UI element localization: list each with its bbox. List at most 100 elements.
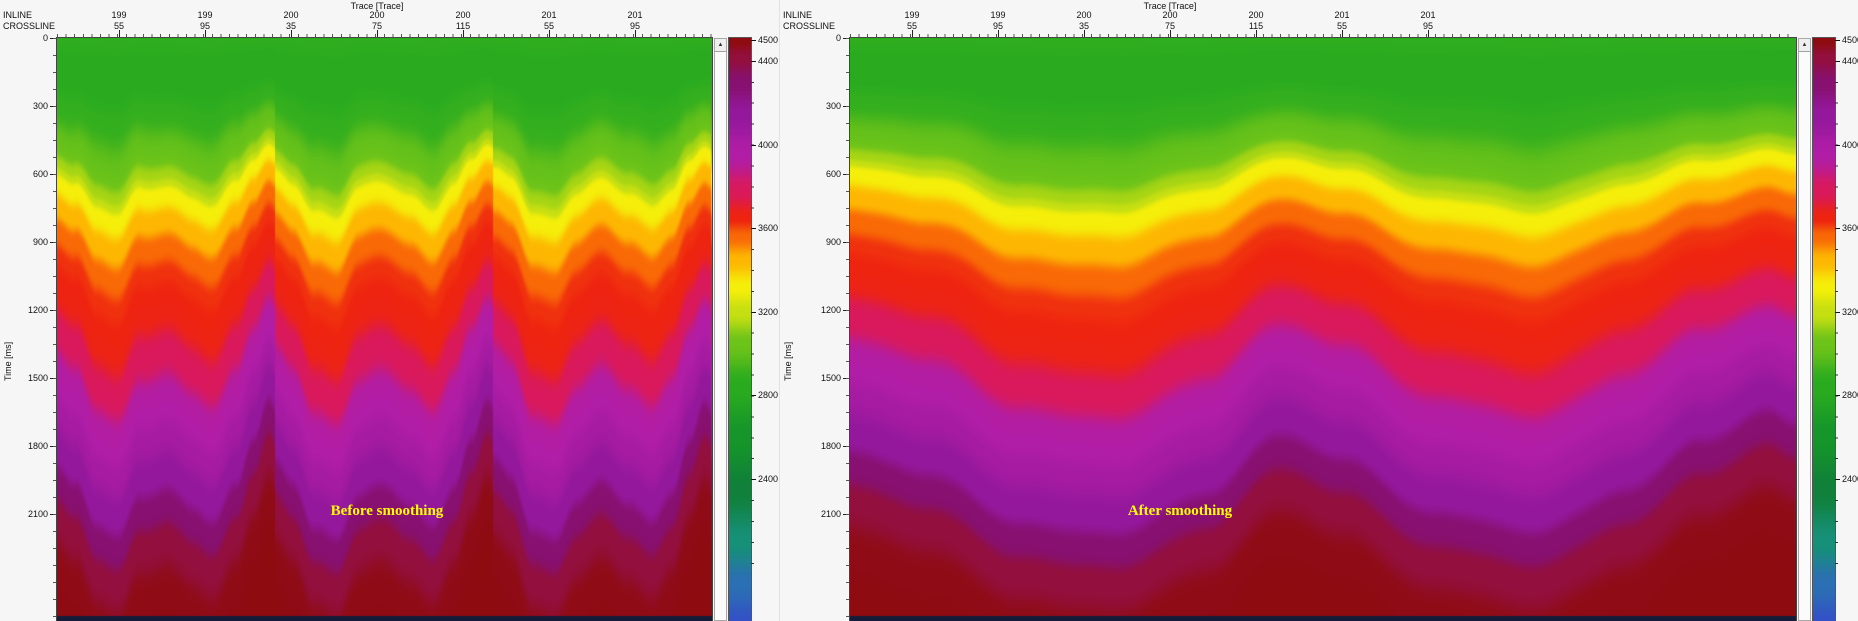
colorbar-tick-label: 4400 (758, 55, 779, 66)
colorbar-major-tick (751, 395, 756, 397)
colorbar-major-tick (751, 311, 756, 313)
colorbar-labels: 4500 4400 4000 3600 3200 2800 2400 (751, 0, 779, 621)
colorbar-major-tick (751, 479, 756, 481)
x-tick-crossline-value: 95 (1422, 21, 1434, 31)
colorbar-tick-label: 2800 (758, 390, 779, 401)
colorbar-tick-label: 3200 (758, 306, 779, 317)
time-axis-label-wrap: Time [ms] (783, 342, 795, 393)
x-tick-crossline-value: 55 (906, 21, 918, 31)
colorbar-major-tick (1835, 60, 1840, 62)
colorbar-tick-label: 4400 (1842, 55, 1858, 66)
x-tick-crossline-value: 55 (543, 21, 555, 31)
y-tick-label: 600 (32, 169, 48, 179)
colorbar-minor-ticks (1835, 40, 1838, 580)
crossline-axis-label: CROSSLINE (783, 21, 836, 31)
y-tick-label: 2100 (820, 509, 841, 519)
x-tick-inline-value: 200 (369, 10, 385, 20)
time-axis-label-wrap: Time [ms] (3, 342, 15, 393)
colorbar-major-tick (1835, 395, 1840, 397)
x-tick-inline-value: 201 (627, 10, 643, 20)
colorbar-major-tick (751, 60, 756, 62)
x-tick-inline-value: 199 (904, 10, 920, 20)
x-minor-ticks (850, 34, 1796, 38)
scroll-up-button[interactable]: ▲ (715, 39, 726, 52)
x-tick-crossline-value: 115 (455, 21, 471, 31)
colorbar-tick-label: 4000 (1842, 139, 1858, 150)
colorbar-major-tick (1835, 311, 1840, 313)
y-minor-ticks (53, 38, 57, 621)
colorbar-tick-label: 3200 (1842, 306, 1858, 317)
x-tick-crossline-value: 75 (371, 21, 383, 31)
y-tick-label: 1800 (27, 441, 48, 451)
colorbar-tick-label: 2400 (758, 474, 779, 485)
x-tick-crossline-value: 35 (285, 21, 297, 31)
y-tick-label: 900 (825, 237, 841, 247)
x-tick-crossline-value: 95 (992, 21, 1004, 31)
y-tick-label: 300 (32, 101, 48, 111)
colorbar-tick-label: 3600 (1842, 223, 1858, 234)
seismic-velocity-section[interactable] (56, 37, 713, 621)
y-tick-label: 0 (42, 33, 48, 43)
y-tick-label: 900 (32, 237, 48, 247)
x-tick-crossline-value: 115 (1248, 21, 1264, 31)
colorbar-major-tick (751, 144, 756, 146)
colorbar-major-tick (1835, 228, 1840, 230)
y-tick-labels: 0 300 600 900 1200 1500 1800 2100 (0, 0, 48, 621)
x-tick-inline-value: 199 (197, 10, 213, 20)
colorbar-tick-label: 4500 (1842, 35, 1858, 45)
y-tick-label: 1200 (820, 305, 841, 315)
colorbar-tick-label: 4000 (758, 139, 779, 150)
colorbar-major-tick (751, 228, 756, 230)
colorbar-major-tick (751, 40, 756, 41)
vertical-scrollbar[interactable]: ▲ (714, 38, 727, 621)
crossline-axis-label: CROSSLINE (3, 21, 56, 31)
time-axis-label: Time [ms] (3, 341, 13, 381)
x-tick-inline-value: 200 (1162, 10, 1178, 20)
colorbar-major-tick (1835, 40, 1840, 41)
x-tick-inline-value: 199 (111, 10, 127, 20)
colorbar-tick-label: 3600 (758, 223, 779, 234)
colorbar-tick-label: 2400 (1842, 474, 1858, 485)
x-tick-inline-value: 200 (1248, 10, 1264, 20)
x-tick-crossline-value: 35 (1078, 21, 1090, 31)
vertical-scrollbar[interactable]: ▲ (1798, 38, 1811, 621)
x-tick-inline-value: 201 (1334, 10, 1350, 20)
seismic-velocity-section[interactable] (849, 37, 1797, 621)
x-tick-labels: 199 55 199 95 200 35 200 75 200 115 201 55 201 95 (850, 0, 1796, 38)
x-tick-crossline-value: 55 (113, 21, 125, 31)
x-tick-inline-value: 200 (283, 10, 299, 20)
y-tick-label: 1500 (820, 373, 841, 383)
y-tick-label: 600 (825, 169, 841, 179)
x-axis-title: Trace [Trace] (350, 1, 404, 11)
y-tick-labels: 0 300 600 900 1200 1500 1800 2100 (780, 0, 841, 621)
section-annotation: After smoothing (1127, 503, 1233, 519)
y-tick-label: 1800 (820, 441, 841, 451)
time-axis-label: Time [ms] (783, 341, 793, 381)
colorbar-minor-ticks (751, 40, 754, 580)
x-tick-inline-value: 200 (1076, 10, 1092, 20)
colorbar-labels: 4500 4400 4000 3600 3200 2800 2400 (1835, 0, 1858, 621)
x-tick-inline-value: 201 (1420, 10, 1436, 20)
scroll-up-button[interactable]: ▲ (1799, 39, 1810, 52)
x-tick-crossline-value: 95 (629, 21, 641, 31)
x-tick-crossline-value: 55 (1336, 21, 1348, 31)
panel-after: Trace [Trace] INLINE CROSSLINE 199 55 199 9… (779, 0, 1858, 621)
x-tick-crossline-value: 75 (1164, 21, 1176, 31)
x-tick-crossline-value: 95 (199, 21, 211, 31)
x-tick-labels: 199 55 199 95 200 35 200 75 200 115 201 55 201 95 (57, 0, 712, 38)
y-tick-label: 300 (825, 101, 841, 111)
x-minor-ticks (57, 34, 712, 38)
y-tick-label: 2100 (27, 509, 48, 519)
colorbar-major-tick (1835, 144, 1840, 146)
x-tick-inline-value: 200 (455, 10, 471, 20)
y-tick-label: 1200 (27, 305, 48, 315)
colorbar-tick-label: 2800 (1842, 390, 1858, 401)
velocity-colorbar[interactable] (1812, 37, 1836, 621)
x-tick-inline-value: 199 (990, 10, 1006, 20)
velocity-colorbar[interactable] (728, 37, 752, 621)
inline-axis-label: INLINE (783, 10, 813, 20)
y-minor-ticks (846, 38, 850, 621)
y-tick-label: 1500 (27, 373, 48, 383)
x-tick-inline-value: 201 (541, 10, 557, 20)
y-tick-label: 0 (835, 33, 841, 43)
